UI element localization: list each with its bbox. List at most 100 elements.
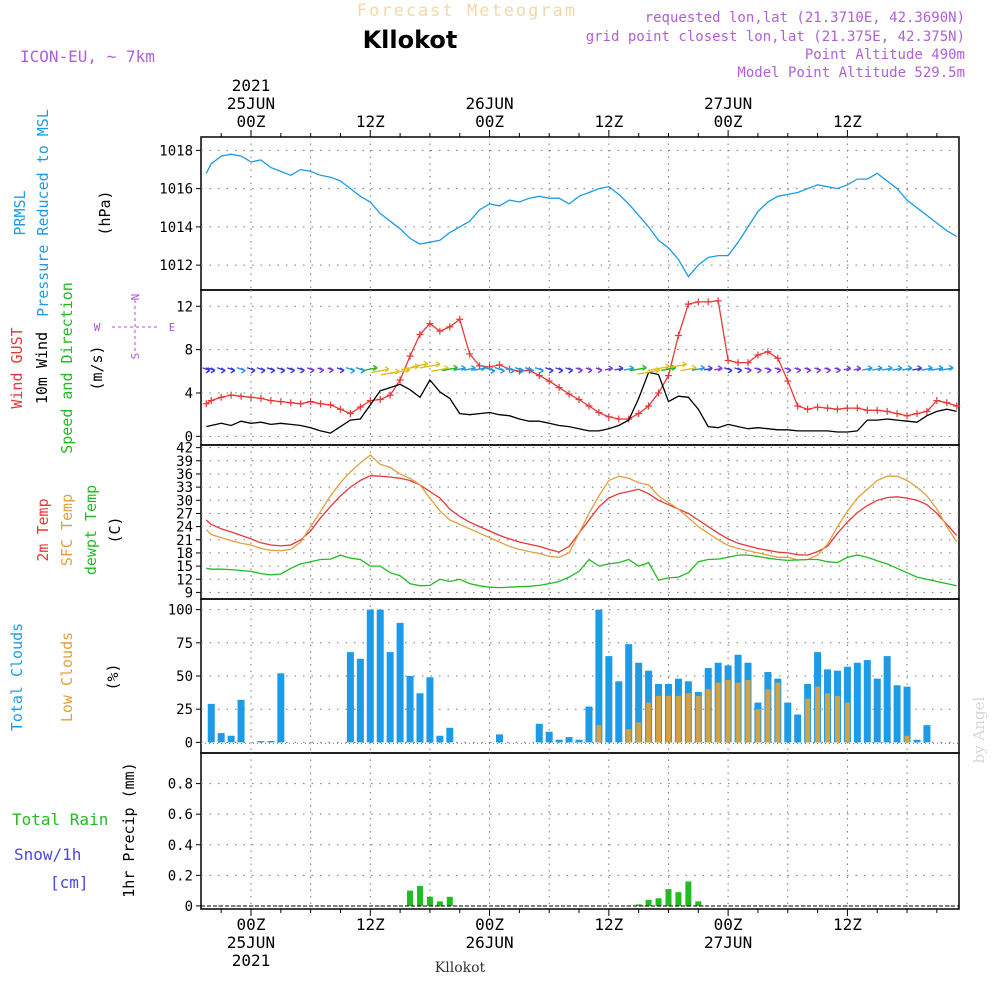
compass-rose: W E N S	[94, 294, 176, 360]
pressure-side-label: Pressure Reduced to MSL	[34, 109, 52, 317]
model-label: ICON-EU, ~ 7km	[20, 47, 155, 66]
bar-total-rain	[436, 901, 443, 906]
gust-marker	[466, 350, 474, 358]
gust-marker	[336, 405, 344, 413]
wind-arrow-head	[328, 367, 334, 374]
pressure-side-label: (hPa)	[96, 190, 114, 235]
pressure-panel-frame	[200, 136, 960, 291]
wind-arrow-head	[856, 365, 862, 372]
wind-arrow-head	[240, 367, 246, 374]
gust-marker	[207, 397, 215, 405]
gust-marker	[645, 402, 653, 410]
bar-total-clouds	[436, 735, 444, 743]
gust-marker	[615, 415, 623, 423]
bar-total-clouds	[376, 609, 384, 743]
wind-arrow-shaft	[431, 367, 449, 372]
gust-marker	[933, 397, 941, 405]
gust-marker	[853, 404, 861, 412]
bar-low-clouds	[646, 702, 652, 743]
axis-labels: 1012101410161018048129121518212427303336…	[159, 76, 862, 970]
bottom-time-label: 12Z	[594, 915, 623, 934]
gust-marker	[327, 401, 335, 409]
wind-arrow-head	[250, 367, 256, 374]
gust-marker	[217, 393, 225, 401]
wind-arrow-head	[372, 364, 378, 371]
wind-arrow-head	[877, 365, 883, 372]
wind-arrow-head	[577, 367, 583, 374]
y-tick-label: 75	[176, 636, 193, 652]
wind-arrow-head	[384, 366, 390, 373]
y-tick-label: 0	[185, 735, 193, 751]
wind-arrow-head	[938, 364, 944, 372]
requested-coords: requested lon,lat (21.3710E, 42.3690N)	[645, 10, 965, 26]
wind-arrow-head	[608, 365, 614, 372]
bar-total-clouds	[903, 686, 911, 743]
bar-total-clouds	[545, 731, 553, 743]
top-time-label: 12Z	[594, 112, 623, 131]
gust-marker	[664, 372, 672, 380]
gridpoint-coords: grid point closest lon,lat (21.375E, 42.…	[586, 29, 965, 45]
bar-total-rain	[416, 886, 423, 906]
wind-arrow-head	[642, 364, 647, 371]
bottom-time-label: 26JUN	[465, 933, 513, 952]
gust-marker	[883, 407, 891, 415]
y-tick-label: 0	[185, 899, 193, 915]
plot-marks	[201, 153, 961, 907]
y-tick-label: 0.8	[168, 777, 193, 793]
bar-total-clouds	[237, 699, 245, 743]
y-tick-label: 12	[176, 299, 193, 315]
bar-total-clouds	[496, 734, 503, 743]
bar-total-clouds	[605, 656, 613, 743]
y-tick-label: 100	[168, 603, 193, 619]
bar-total-rain	[446, 896, 453, 906]
wind-arrow-head	[887, 365, 893, 372]
precip-snow-unit: [cm]	[50, 873, 89, 892]
bottom-time-label: 2021	[232, 951, 271, 970]
y-tick-label: 33	[176, 480, 193, 496]
gust-marker	[863, 406, 871, 414]
bar-total-clouds	[863, 660, 871, 743]
wind-arrow-head	[319, 367, 325, 374]
wind-arrow-head	[509, 367, 515, 374]
compass-letter: W	[94, 321, 101, 334]
gust-marker	[724, 356, 732, 364]
wind-arrow-head	[948, 364, 954, 372]
y-tick-label: 4	[185, 386, 193, 402]
bar-low-clouds	[815, 686, 821, 743]
y-tick-label: 1016	[159, 182, 193, 198]
gust-marker	[694, 298, 702, 306]
wind-arrow-shaft	[463, 367, 476, 371]
wind-arrow-shaft	[390, 369, 410, 375]
gust-marker	[585, 402, 593, 410]
wind-arrow-head	[928, 365, 933, 372]
point-altitude: Point Altitude 490m	[805, 47, 965, 63]
wind-arrow-head	[568, 367, 574, 374]
wind-arrow-head	[786, 367, 792, 374]
wind-side-label: Speed and Direction	[58, 282, 76, 454]
wind-arrow-head	[707, 365, 713, 372]
bar-total-clouds	[406, 676, 414, 743]
top-time-label: 25JUN	[227, 94, 275, 113]
bar-total-clouds	[426, 677, 434, 743]
gust-marker	[923, 407, 931, 415]
top-time-label: 2021	[232, 76, 271, 95]
bar-total-rain	[685, 881, 692, 906]
wind-panel-frame	[200, 289, 960, 446]
bar-total-clouds	[386, 652, 394, 743]
bar-total-clouds	[267, 741, 275, 743]
gust-marker	[307, 398, 315, 406]
wind-arrow-head	[290, 367, 295, 374]
wind-arrow-head	[826, 367, 831, 374]
wind-arrow-head	[587, 367, 593, 374]
gust-marker	[406, 352, 414, 360]
bottom-location: Kllokot	[435, 960, 486, 976]
wind-arrow-shaft	[441, 367, 458, 372]
wind-arrow-head	[665, 363, 670, 370]
gust-marker	[943, 399, 951, 407]
top-time-label: 12Z	[356, 112, 385, 131]
bar-total-clouds	[923, 725, 931, 743]
wind-arrow-head	[548, 367, 554, 374]
y-tick-label: 30	[176, 493, 193, 509]
bar-total-clouds	[277, 673, 285, 743]
wind-arrow-head	[270, 367, 276, 374]
